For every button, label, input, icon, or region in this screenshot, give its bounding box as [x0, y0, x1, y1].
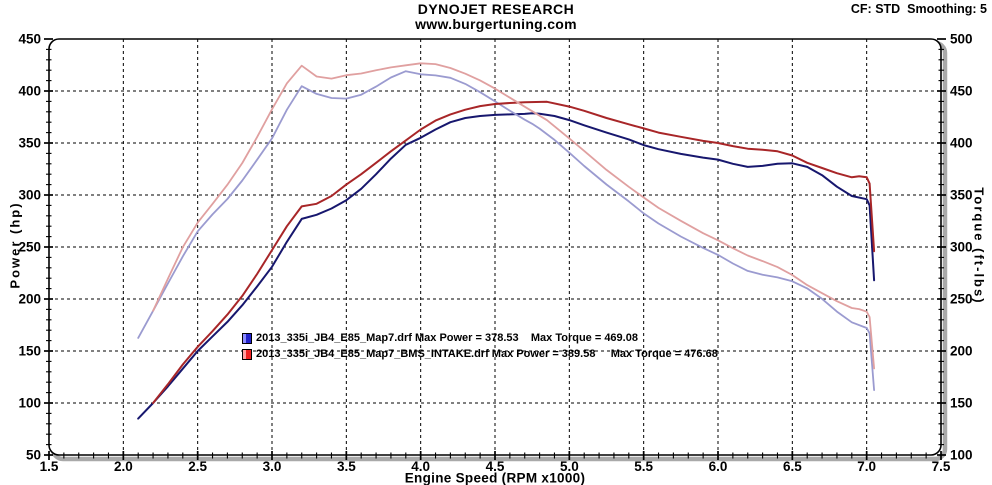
x-tick-label: 6.0	[709, 459, 728, 474]
legend-row-run1: 2013_335i_JB4_E85_Map7.drf Max Power = 3…	[242, 330, 718, 346]
y-right-tick-label: 400	[950, 136, 973, 151]
page-title: DYNOJET RESEARCH	[417, 1, 575, 17]
legend: 2013_335i_JB4_E85_Map7.drf Max Power = 3…	[242, 330, 718, 362]
y-left-tick-label: 100	[18, 396, 41, 411]
page-subtitle: www.burgertuning.com	[415, 16, 577, 32]
rpm-axis-title: Engine Speed (RPM x1000)	[404, 470, 586, 485]
run1-swatch-icon	[242, 332, 252, 344]
plot-border	[48, 38, 942, 456]
y-left-tick-label: 250	[18, 240, 41, 255]
legend-label-run1: 2013_335i_JB4_E85_Map7.drf Max Power = 3…	[256, 332, 638, 344]
x-tick-label: 5.0	[560, 459, 579, 474]
x-tick-label: 4.5	[486, 459, 505, 474]
x-tick-label: 3.5	[337, 459, 356, 474]
x-tick-label: 1.5	[40, 459, 59, 474]
x-tick-label: 7.5	[932, 459, 951, 474]
x-tick-label: 7.0	[857, 459, 876, 474]
y-left-tick-label: 200	[18, 292, 41, 307]
y-left-tick-label: 350	[18, 136, 41, 151]
x-tick-label: 3.0	[263, 459, 282, 474]
y-right-tick-label: 350	[950, 188, 973, 203]
run1-torque-curve	[137, 70, 875, 392]
y-right-tick-label: 100	[950, 448, 973, 463]
power-axis-title: Power (hp)	[7, 201, 23, 289]
x-tick-label: 4.0	[411, 459, 430, 474]
y-left-tick-label: 450	[18, 32, 41, 47]
y-left-tick-label: 150	[18, 344, 41, 359]
y-right-tick-label: 150	[950, 396, 973, 411]
y-left-tick-label: 400	[18, 84, 41, 99]
run2-power-curve	[152, 100, 876, 404]
legend-row-run2: 2013_335i_JB4_E85_Map7_BMS_INTAKE.drf Ma…	[242, 346, 718, 362]
correction-smoothing-info: CF: STD Smoothing: 5	[850, 2, 987, 16]
torque-axis-title: Torque (ft-lbs)	[971, 187, 987, 305]
y-right-tick-label: 250	[950, 292, 973, 307]
y-left-tick-label: 300	[18, 188, 41, 203]
y-right-tick-label: 500	[950, 32, 973, 47]
y-right-tick-label: 200	[950, 344, 973, 359]
y-right-tick-label: 450	[950, 84, 973, 99]
run2-torque-curve	[152, 62, 875, 370]
x-tick-label: 6.5	[783, 459, 802, 474]
x-tick-label: 2.0	[114, 459, 133, 474]
legend-label-run2: 2013_335i_JB4_E85_Map7_BMS_INTAKE.drf Ma…	[256, 348, 718, 360]
run2-swatch-icon	[242, 348, 252, 360]
run1-power-curve	[137, 112, 876, 420]
y-right-tick-label: 300	[950, 240, 973, 255]
x-tick-label: 5.5	[634, 459, 653, 474]
y-left-tick-label: 50	[26, 448, 41, 463]
x-tick-label: 2.5	[188, 459, 207, 474]
